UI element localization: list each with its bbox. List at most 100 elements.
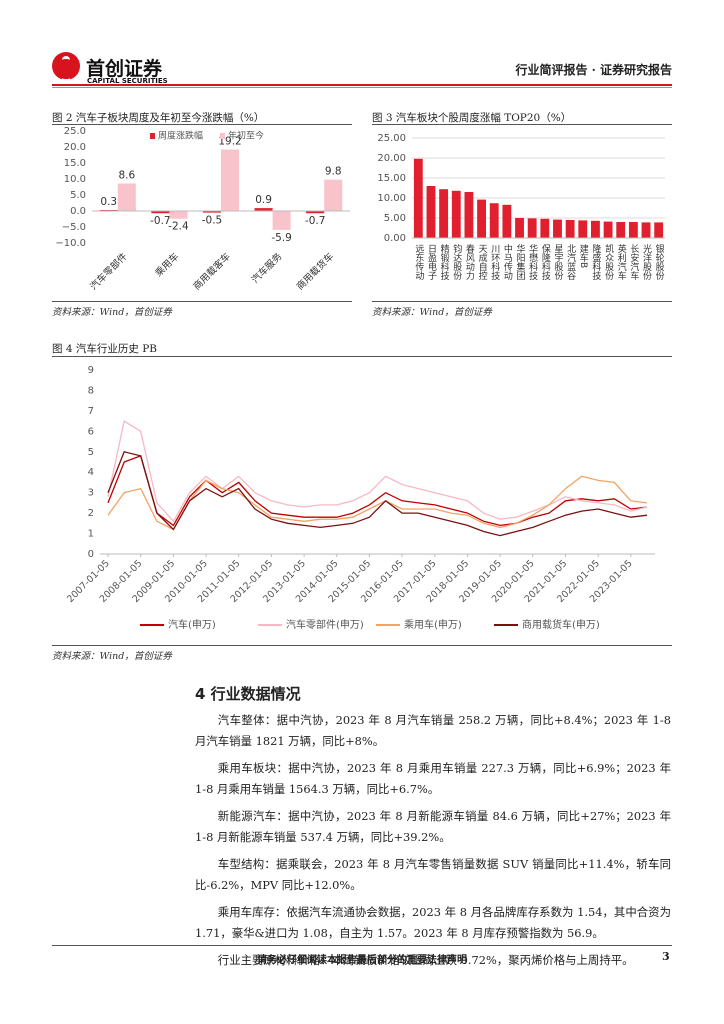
y-tick-label: 7 xyxy=(88,406,94,417)
logo-s xyxy=(62,56,70,82)
y-tick-label: 0.0 xyxy=(70,206,86,217)
y-tick-label: 10.00 xyxy=(377,193,406,204)
data-label: 9.8 xyxy=(325,166,342,178)
x-tick-label: 日盈电子 xyxy=(426,244,437,280)
y-tick-label: 20.00 xyxy=(377,153,406,164)
source: 资料来源：Wind，首创证券 xyxy=(52,307,172,318)
x-tick-label: 星宇股份 xyxy=(552,244,563,281)
section-title: 4 行业数据情况 xyxy=(195,685,301,703)
bar xyxy=(324,179,343,211)
source: 资料来源：Wind，首创证券 xyxy=(372,307,492,318)
bar xyxy=(590,220,600,238)
x-tick-label: 建车B xyxy=(578,243,589,268)
x-tick-label: 银轮股份 xyxy=(654,243,665,281)
bar xyxy=(515,218,524,238)
bar xyxy=(202,211,221,213)
data-label: -2.4 xyxy=(168,221,189,233)
y-tick-label: 4 xyxy=(88,467,94,478)
data-label: 0.3 xyxy=(100,196,117,208)
y-tick-label: 8 xyxy=(88,385,94,396)
bar xyxy=(477,199,487,238)
legend-swatch xyxy=(150,133,155,139)
bar xyxy=(413,158,423,238)
x-tick-label: 隆盛科技 xyxy=(590,243,601,281)
bar xyxy=(439,189,449,238)
bar xyxy=(451,190,461,238)
x-tick-label: 乘用车 xyxy=(153,250,182,279)
brand-en: CAPITAL SECURITIES xyxy=(87,77,168,85)
bar xyxy=(654,222,664,238)
bar xyxy=(540,218,550,238)
y-tick-label: 10.0 xyxy=(64,174,86,185)
y-tick-label: 20.0 xyxy=(64,142,86,153)
x-tick-label: 英利汽车 xyxy=(616,243,627,281)
brand: 首创证券 xyxy=(86,58,163,80)
bar xyxy=(117,183,136,211)
bar xyxy=(616,222,626,238)
x-tick-label: 川环科技 xyxy=(489,244,500,281)
bar xyxy=(641,222,651,238)
rule xyxy=(372,124,672,125)
x-tick-label: 华阳集团 xyxy=(515,243,526,281)
paragraph: 车型结构：据乘联会，2023 年 8 月汽车零售销量数据 SUV 销量同比+11… xyxy=(195,857,671,892)
bar xyxy=(464,192,474,238)
bar xyxy=(306,211,325,214)
bar xyxy=(578,220,588,238)
x-tick-label: 长安汽车 xyxy=(628,243,639,281)
header-rule xyxy=(52,84,672,86)
x-tick-label: 天成自控 xyxy=(477,244,488,281)
y-tick-label: 25.00 xyxy=(377,133,406,144)
rule xyxy=(52,124,352,125)
y-tick-label: 9 xyxy=(88,365,94,376)
line-series xyxy=(107,451,648,537)
line-series xyxy=(107,420,648,523)
footer-notice: 请务必仔细阅读本报告最后部分的重要法律声明 xyxy=(257,955,467,966)
x-tick-label: 远东传动 xyxy=(413,244,424,281)
x-tick-label: 汽车零部件 xyxy=(88,250,130,292)
legend-swatch xyxy=(220,133,225,139)
paragraph: 乘用车库存：依据汽车流通协会数据，2023 年 8 月各品牌库存系数为 1.54… xyxy=(195,905,671,940)
bar xyxy=(221,149,240,211)
paragraph: 行业主要原材料价格：本周钢板价格较上周上跌 0.72%，聚丙烯价格与上周持平。 xyxy=(217,953,634,967)
rule xyxy=(52,645,672,646)
data-label: -5.9 xyxy=(271,232,292,244)
bar xyxy=(151,211,170,214)
rule xyxy=(52,301,352,302)
bar xyxy=(426,186,436,238)
footer-rule xyxy=(52,945,672,946)
y-tick-label: 6 xyxy=(88,426,94,437)
legend-label: 年初至今 xyxy=(228,130,264,142)
bar xyxy=(527,218,537,238)
paragraph: 乘用车板块：据中汽协，2023 年 8 月乘用车销量 227.3 万辆，同比+6… xyxy=(195,761,671,796)
y-tick-label: 5.00 xyxy=(384,213,406,224)
x-tick-label: 凯众股份 xyxy=(603,243,614,281)
bar xyxy=(628,222,638,238)
figure-title: 图 4 汽车行业历史 PB xyxy=(52,343,157,355)
x-tick-label: 春风动力 xyxy=(464,243,475,281)
data-label: -0.5 xyxy=(202,215,223,227)
legend-label: 汽车零部件(申万) xyxy=(286,618,364,631)
paragraph: 新能源汽车：据中汽协，2023 年 8 月新能源车销量 84.6 万辆，同比+2… xyxy=(195,809,671,844)
x-tick-label: 钧达股份 xyxy=(451,243,462,281)
y-tick-label: 0.00 xyxy=(384,233,406,244)
y-tick-label: 5.0 xyxy=(70,190,86,201)
figure-title: 图 3 汽车板块个股周度涨幅 TOP20（%） xyxy=(372,112,572,124)
page-number: 3 xyxy=(662,950,670,963)
x-tick-label: 北汽蓝谷 xyxy=(565,244,576,281)
bar xyxy=(502,204,512,238)
y-tick-label: 5 xyxy=(88,447,94,458)
y-tick-label: 15.0 xyxy=(64,158,86,169)
data-label: 8.6 xyxy=(118,169,135,181)
x-tick-label: 精锻科技 xyxy=(439,243,450,281)
x-tick-label: 光洋股份 xyxy=(641,243,652,281)
legend-label: 乘用车(申万) xyxy=(404,618,462,631)
source: 资料来源：Wind，首创证券 xyxy=(52,651,172,662)
bar xyxy=(254,208,273,211)
data-label: -0.7 xyxy=(305,215,326,227)
legend-label: 周度涨跌幅 xyxy=(158,130,203,142)
line-series xyxy=(107,455,648,527)
y-tick-label: 1 xyxy=(88,529,94,540)
header-rule-thin xyxy=(52,87,672,88)
